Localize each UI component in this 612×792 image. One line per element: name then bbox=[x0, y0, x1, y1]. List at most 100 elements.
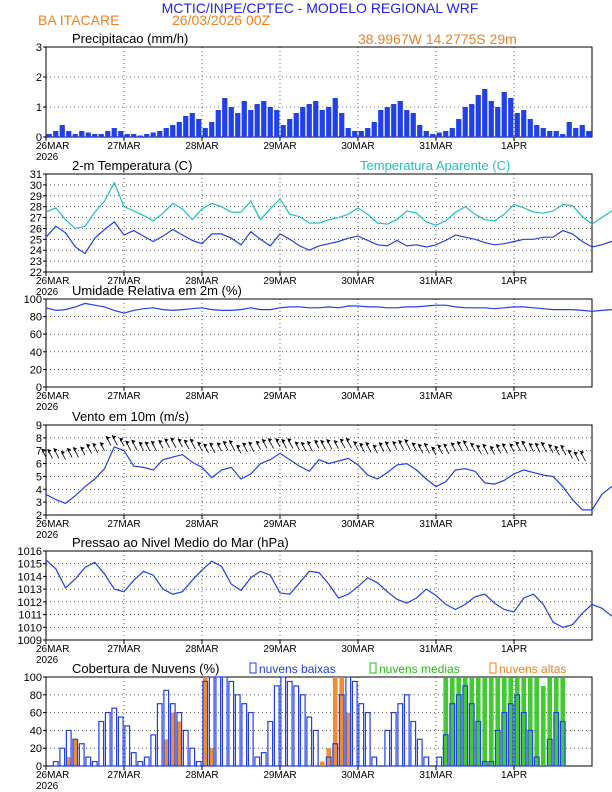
wind-arrowhead bbox=[281, 439, 286, 444]
wind-arrowhead bbox=[223, 441, 228, 446]
cloud-bar-low bbox=[403, 694, 410, 767]
cloud-bar-medium bbox=[527, 677, 533, 766]
precip-bar bbox=[196, 119, 202, 137]
panel-title: Pressao ao Nivel Medio do Mar (hPa) bbox=[72, 535, 289, 550]
x-tick-label: 27MAR bbox=[107, 519, 140, 530]
cloud-bar-low bbox=[130, 752, 137, 767]
y-tick-label: 60 bbox=[30, 329, 42, 341]
wind-arrowhead bbox=[437, 444, 442, 449]
cloud-bar-low bbox=[436, 756, 443, 767]
cloud-bar-low bbox=[156, 703, 163, 767]
wind-arrowhead bbox=[373, 444, 377, 449]
series-line bbox=[45, 181, 612, 230]
wind-arrowhead bbox=[164, 438, 169, 443]
cloud-bar-high bbox=[345, 712, 351, 766]
chart-panel: 0 20 40 60 80 100 26MAR 27MAR 28MAR 29MAR 30MAR 31M… bbox=[24, 661, 593, 792]
wind-arrowhead bbox=[100, 442, 104, 447]
x-tick-label: 28MAR bbox=[185, 770, 218, 781]
wind-arrowhead bbox=[509, 443, 514, 448]
wind-arrowhead bbox=[145, 441, 150, 446]
cloud-bar-low bbox=[397, 703, 404, 767]
precip-bar bbox=[254, 104, 260, 137]
x-year-label: 2026 bbox=[36, 655, 59, 666]
x-tick-label: 30MAR bbox=[341, 391, 374, 402]
wind-arrowhead bbox=[470, 442, 475, 447]
wind-arrowhead bbox=[580, 450, 585, 455]
precip-bar bbox=[59, 125, 65, 137]
precip-bar bbox=[319, 110, 325, 137]
precip-bar bbox=[176, 122, 182, 137]
header-coords: 38.9967W 14.2775S 29m bbox=[358, 31, 517, 47]
cloud-bar-low bbox=[299, 694, 306, 767]
cloud-bar-high bbox=[332, 677, 338, 766]
panel-frame bbox=[45, 676, 593, 767]
wind-arrowhead bbox=[287, 438, 292, 443]
cloud-bar-low bbox=[546, 738, 553, 767]
cloud-bar-high bbox=[72, 739, 78, 766]
precip-bar bbox=[469, 104, 475, 137]
precip-bar bbox=[280, 125, 286, 137]
wind-arrowhead bbox=[203, 443, 208, 448]
cloud-bar-low bbox=[195, 760, 202, 767]
cloud-bar-low bbox=[449, 703, 456, 767]
cloud-bar-low bbox=[553, 711, 560, 767]
cloud-bar-low bbox=[52, 760, 59, 767]
wind-arrowhead bbox=[170, 437, 175, 442]
wind-arrowhead bbox=[47, 449, 52, 454]
precip-bar bbox=[423, 131, 429, 137]
header-agency: MCTIC/INPE/CPTEC - MODELO REGIONAL WRF bbox=[162, 0, 479, 16]
cloud-bar-high bbox=[170, 712, 176, 766]
y-tick-label: 1010 bbox=[18, 622, 42, 634]
wind-arrowhead bbox=[217, 442, 221, 447]
y-tick-label: 0 bbox=[36, 132, 42, 144]
wind-arrowhead bbox=[334, 440, 338, 445]
y-tick-label: 20 bbox=[30, 743, 42, 755]
x-tick-label: 27MAR bbox=[107, 391, 140, 402]
wind-arrowhead bbox=[92, 443, 97, 448]
precip-bar bbox=[436, 132, 442, 137]
precip-bar bbox=[573, 128, 579, 137]
wind-arrowhead bbox=[490, 446, 494, 451]
precip-bar bbox=[521, 110, 527, 137]
precip-bar bbox=[475, 95, 481, 137]
precip-bar bbox=[170, 125, 176, 137]
x-tick-label: 31MAR bbox=[419, 391, 452, 402]
wind-arrowhead bbox=[307, 441, 312, 446]
precip-bar bbox=[124, 134, 130, 137]
wind-arrowhead bbox=[463, 440, 468, 445]
precip-bar bbox=[365, 128, 371, 137]
precip-bar bbox=[274, 110, 280, 137]
wind-arrowhead bbox=[554, 445, 559, 450]
wind-arrowhead bbox=[314, 439, 319, 444]
precip-bar bbox=[501, 92, 507, 137]
series-line bbox=[45, 446, 612, 511]
cloud-bar-low bbox=[111, 707, 118, 767]
cloud-bar-low bbox=[280, 676, 287, 767]
cloud-bar-low bbox=[169, 703, 176, 767]
y-tick-label: 1015 bbox=[18, 559, 42, 571]
cloud-bar-low bbox=[143, 756, 150, 767]
cloud-bar-low bbox=[527, 729, 534, 767]
cloud-bar-low bbox=[137, 760, 144, 767]
series-line bbox=[45, 221, 612, 255]
cloud-bar-low bbox=[273, 685, 280, 767]
cloud-bar-low bbox=[182, 729, 189, 767]
cloud-bar-low bbox=[202, 680, 209, 767]
x-tick-label: 27MAR bbox=[107, 141, 140, 152]
cloud-bar-medium bbox=[547, 677, 553, 766]
wind-arrowhead bbox=[178, 438, 182, 443]
cloud-bar-medium bbox=[443, 677, 449, 766]
x-tick-label: 30MAR bbox=[341, 519, 374, 530]
y-tick-label: 8 bbox=[36, 433, 42, 445]
precip-bar bbox=[410, 113, 416, 137]
legend-label: nuvens altas bbox=[499, 662, 566, 676]
wind-arrowhead bbox=[139, 441, 143, 446]
cloud-bar-low bbox=[338, 694, 345, 767]
wind-arrowhead bbox=[392, 441, 397, 446]
wind-arrowhead bbox=[197, 441, 202, 446]
precip-bar bbox=[527, 119, 533, 137]
precip-bar bbox=[313, 101, 319, 137]
legend-label: nuvens medias bbox=[379, 662, 460, 676]
